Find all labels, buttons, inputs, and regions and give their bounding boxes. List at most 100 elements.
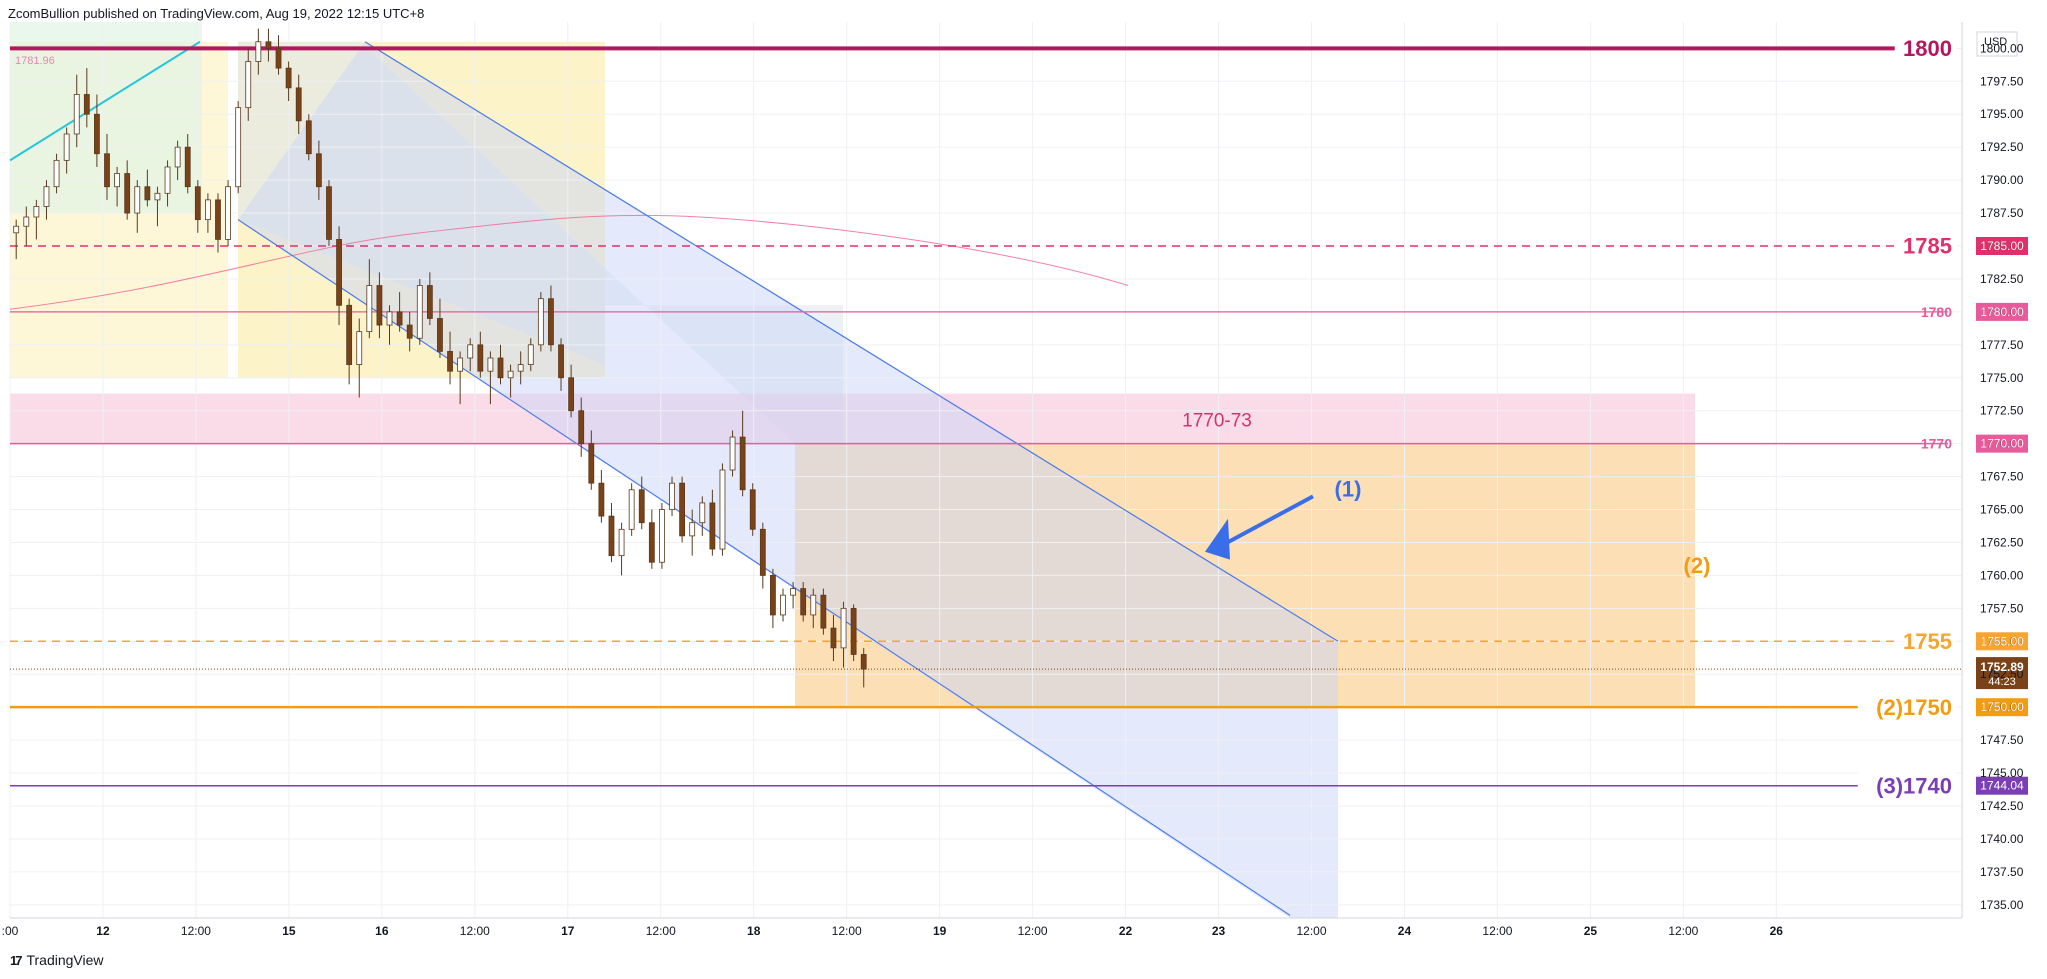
candle-down (275, 47, 282, 69)
price-tag (1976, 302, 2028, 321)
candle-down (598, 482, 605, 517)
moving-averages (9, 40, 1129, 310)
candle-up (13, 225, 20, 234)
candle-up (618, 528, 625, 557)
y-tick-label: 1792.50 (1980, 140, 2024, 154)
ma-line (9, 214, 1129, 310)
candle-down (336, 239, 342, 306)
zone-blue-channel (238, 41, 1338, 918)
x-tick-label: 24 (1398, 924, 1412, 938)
candle-up (43, 186, 50, 207)
x-tick-label: :00 (2, 924, 19, 938)
y-tick-label: 1742.50 (1980, 799, 2024, 813)
y-tick-label: 1787.50 (1980, 206, 2024, 220)
current-price-countdown: 44:23 (1988, 676, 2016, 688)
candle-down (326, 186, 332, 240)
candle-down (346, 304, 353, 365)
candle-up (527, 344, 534, 365)
candle-down (648, 522, 655, 563)
candle-up (669, 482, 675, 510)
publish-header: ZcomBullion published on TradingView.com… (8, 6, 425, 21)
level-label-bg (1894, 232, 1956, 260)
candle-down (739, 436, 746, 491)
y-tick-label: 1785.00 (1980, 239, 2024, 253)
candle-down (184, 146, 191, 188)
candle-down (709, 502, 716, 550)
candle-up (366, 285, 373, 333)
candle-down (497, 357, 504, 379)
price-tag-label: 1770.00 (1980, 437, 2024, 451)
candle-up (134, 186, 141, 214)
price-tag-label: 1744.04 (1980, 779, 2024, 793)
arrow-shaft (1224, 494, 1314, 546)
candle-down (558, 344, 564, 379)
candle-down (305, 120, 312, 155)
price-tag (1976, 434, 2028, 453)
candle-down (94, 113, 100, 155)
candle-up (53, 159, 60, 188)
candle-up (386, 311, 393, 326)
candle-up (204, 199, 211, 221)
candle-up (780, 594, 786, 616)
y-tick-label: 1740.00 (1980, 832, 2024, 846)
candle-up (245, 61, 252, 109)
time-axis-bg (0, 918, 2047, 979)
tradingview-footer[interactable]: 17 TradingView (10, 952, 104, 968)
candle-up (23, 216, 30, 227)
candle-down (638, 489, 645, 524)
background-zones (10, 22, 1695, 918)
x-tick-label: 12:00 (646, 924, 676, 938)
price-tag (1976, 698, 2028, 717)
candle-down (548, 298, 554, 346)
candle-down (104, 153, 110, 188)
candle-up (810, 594, 817, 616)
x-tick-label: 18 (747, 924, 761, 938)
currency-label: USD (1984, 36, 2007, 48)
candle-down (588, 443, 595, 484)
candle-down (124, 173, 131, 214)
arrow-head (1205, 518, 1230, 560)
candles (13, 28, 867, 688)
y-tick-label: 1797.50 (1980, 74, 2024, 88)
candle-down (477, 344, 484, 372)
candle-down (830, 627, 837, 649)
level-label-1785: 1785 (1903, 234, 1952, 259)
candle-down (396, 311, 403, 326)
x-tick-label: 25 (1584, 924, 1598, 938)
x-tick-label: 12:00 (460, 924, 490, 938)
price-tag (1976, 776, 2028, 795)
level-label-1800: 1800 (1903, 36, 1952, 61)
candle-down (285, 67, 292, 89)
y-tick-label: 1795.00 (1980, 107, 2024, 121)
y-tick-label: 1767.50 (1980, 470, 2024, 484)
y-tick-label: 1737.50 (1980, 865, 2024, 879)
candle-down (759, 528, 766, 576)
candle-down (426, 285, 433, 319)
trendline-cyan (9, 40, 201, 162)
price-tag-label: 1755.00 (1980, 634, 2024, 648)
candle-up (467, 344, 474, 359)
candle-up (114, 173, 120, 188)
candle-down (749, 489, 756, 530)
y-tick-label: 1757.50 (1980, 601, 2024, 615)
tradingview-logo-icon: 17 (10, 952, 23, 968)
arrow-icon (1205, 494, 1314, 560)
candle-up (457, 357, 464, 372)
level-label-bg (1894, 35, 1956, 62)
candle-up (33, 206, 40, 218)
candle-down (770, 575, 776, 616)
candle-down (215, 199, 221, 240)
candle-up (174, 146, 181, 168)
candle-down (860, 654, 867, 670)
candle-up (154, 192, 161, 201)
candle-up (689, 522, 696, 537)
candle-up (719, 469, 726, 550)
y-tick-label: 1772.50 (1980, 404, 2024, 418)
candle-up (255, 41, 262, 62)
candle-down (295, 87, 302, 122)
level-label-bg (1857, 772, 1956, 799)
level-label-(3)1740: (3)1740 (1876, 773, 1952, 798)
candle-up (628, 489, 635, 530)
x-tick-label: 16 (375, 924, 389, 938)
